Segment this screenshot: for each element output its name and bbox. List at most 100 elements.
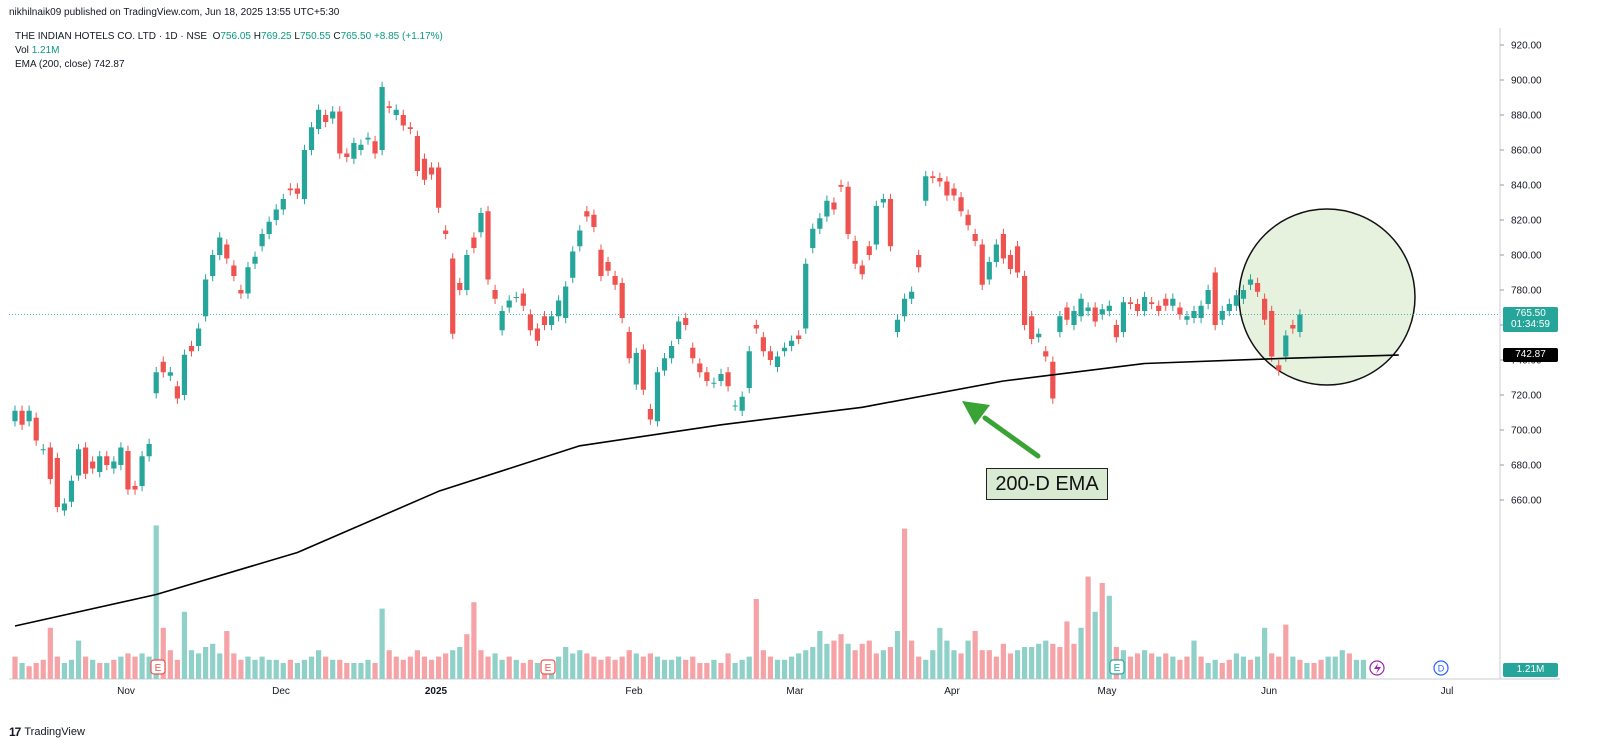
x-tick-label: Nov bbox=[117, 686, 135, 697]
candle-body bbox=[513, 297, 519, 298]
volume-bar bbox=[1099, 583, 1105, 679]
candle-body bbox=[527, 314, 533, 331]
volume-bar bbox=[774, 659, 781, 679]
candle-body bbox=[746, 351, 752, 388]
candle-body bbox=[1163, 298, 1169, 306]
candle-body bbox=[845, 186, 851, 234]
candle-body bbox=[471, 237, 477, 248]
candle-body bbox=[61, 503, 68, 511]
volume-bar bbox=[188, 650, 195, 679]
tradingview-logo-icon: 17 bbox=[9, 725, 21, 739]
candle-body bbox=[68, 480, 75, 502]
candle-body bbox=[1233, 295, 1239, 306]
candle-body bbox=[718, 374, 724, 381]
volume-bar bbox=[909, 640, 915, 679]
volume-bar bbox=[1311, 663, 1317, 679]
candle-body bbox=[217, 237, 223, 255]
legend-open-label: O bbox=[212, 31, 221, 42]
volume-bar bbox=[1212, 659, 1218, 679]
volume-bar bbox=[1269, 653, 1275, 679]
volume-bar bbox=[626, 650, 632, 679]
volume-bar bbox=[252, 659, 258, 679]
candle-body bbox=[1247, 279, 1254, 285]
y-tick-label: 780.00 bbox=[1511, 286, 1542, 297]
legend-low-label: L bbox=[294, 31, 300, 42]
candle-body bbox=[1078, 298, 1084, 317]
candle-body bbox=[174, 386, 180, 399]
candle-body bbox=[1205, 290, 1211, 304]
candle-body bbox=[1106, 305, 1112, 311]
candle-body bbox=[1014, 246, 1021, 273]
candle-body bbox=[125, 451, 131, 490]
volume-bar bbox=[661, 659, 668, 679]
volume-bar bbox=[979, 650, 985, 679]
earnings-marker-label: E bbox=[1114, 663, 1121, 674]
candle-body bbox=[690, 347, 696, 359]
volume-bar bbox=[1240, 656, 1247, 679]
legend-ohlc-row: THE INDIAN HOTELS CO. LTD · 1D · NSE O75… bbox=[15, 30, 443, 44]
volume-bar bbox=[1276, 656, 1282, 679]
volume-bar bbox=[111, 659, 117, 679]
x-tick-label: Mar bbox=[786, 686, 804, 697]
x-tick-label: Dec bbox=[272, 686, 290, 697]
volume-bar bbox=[1290, 656, 1296, 679]
y-tick-label: 920.00 bbox=[1511, 41, 1542, 52]
legend-vol-label: Vol bbox=[15, 45, 29, 56]
candle-body bbox=[1198, 305, 1204, 318]
volume-bar bbox=[520, 663, 526, 679]
candle-body bbox=[1212, 272, 1218, 325]
candle-body bbox=[238, 290, 244, 294]
volume-bar bbox=[210, 643, 216, 679]
candle-body bbox=[181, 354, 188, 395]
volume-bar bbox=[718, 663, 724, 679]
candle-body bbox=[556, 300, 562, 317]
volume-bar bbox=[54, 656, 60, 679]
candle-body bbox=[534, 328, 541, 341]
candle-body bbox=[414, 136, 421, 171]
candle-body bbox=[838, 185, 844, 187]
volume-bar bbox=[1205, 663, 1211, 679]
volume-bar bbox=[513, 659, 519, 679]
candle-body bbox=[986, 262, 992, 280]
candle-body bbox=[909, 291, 915, 299]
candle-body bbox=[393, 109, 399, 115]
candle-body bbox=[1254, 283, 1261, 292]
volume-bar bbox=[421, 656, 428, 679]
volume-bar bbox=[153, 525, 159, 679]
candle-body bbox=[132, 486, 138, 490]
volume-bar bbox=[301, 659, 308, 679]
volume-bar bbox=[930, 650, 936, 679]
candle-body bbox=[661, 358, 668, 371]
candle-body bbox=[231, 265, 237, 276]
volume-bar bbox=[1064, 621, 1070, 679]
candle-body bbox=[944, 181, 950, 196]
volume-bar bbox=[767, 656, 774, 679]
candle-body bbox=[753, 325, 759, 329]
volume-bar bbox=[118, 656, 124, 679]
candle-body bbox=[916, 255, 922, 268]
volume-bar bbox=[859, 643, 865, 679]
earnings-marker-label: E bbox=[545, 663, 552, 674]
candle-body bbox=[1262, 298, 1268, 320]
volume-bar bbox=[1254, 656, 1261, 679]
volume-bar bbox=[923, 659, 929, 679]
candle-body bbox=[365, 137, 371, 140]
candle-body bbox=[358, 144, 364, 150]
chart-legend: THE INDIAN HOTELS CO. LTD · 1D · NSE O75… bbox=[15, 30, 443, 72]
volume-bar bbox=[1233, 653, 1239, 679]
volume-bar bbox=[287, 659, 293, 679]
candle-body bbox=[344, 153, 350, 157]
brand-name: TradingView bbox=[24, 726, 85, 738]
candle-body bbox=[188, 346, 195, 352]
candle-body bbox=[697, 363, 703, 373]
volume-bar bbox=[781, 659, 788, 679]
volume-bar bbox=[527, 659, 533, 679]
volume-bar bbox=[619, 656, 625, 679]
candle-body bbox=[520, 293, 526, 306]
volume-bar bbox=[68, 659, 75, 679]
candle-body bbox=[146, 444, 152, 457]
x-tick-label: May bbox=[1098, 686, 1117, 697]
volume-bar bbox=[231, 653, 237, 679]
volume-bar bbox=[845, 643, 851, 679]
